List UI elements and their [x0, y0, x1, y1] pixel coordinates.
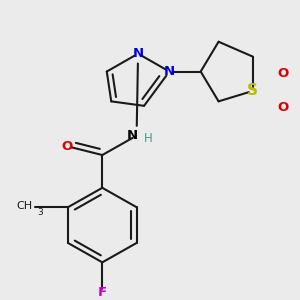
Text: F: F — [98, 286, 107, 299]
Text: H: H — [144, 131, 153, 145]
Text: S: S — [248, 83, 258, 98]
Text: N: N — [127, 129, 138, 142]
Text: O: O — [277, 101, 288, 114]
Text: O: O — [61, 140, 72, 153]
Text: N: N — [164, 65, 175, 78]
Text: O: O — [277, 67, 288, 80]
Text: CH: CH — [17, 201, 33, 211]
Text: N: N — [133, 47, 144, 60]
Text: 3: 3 — [37, 208, 43, 217]
